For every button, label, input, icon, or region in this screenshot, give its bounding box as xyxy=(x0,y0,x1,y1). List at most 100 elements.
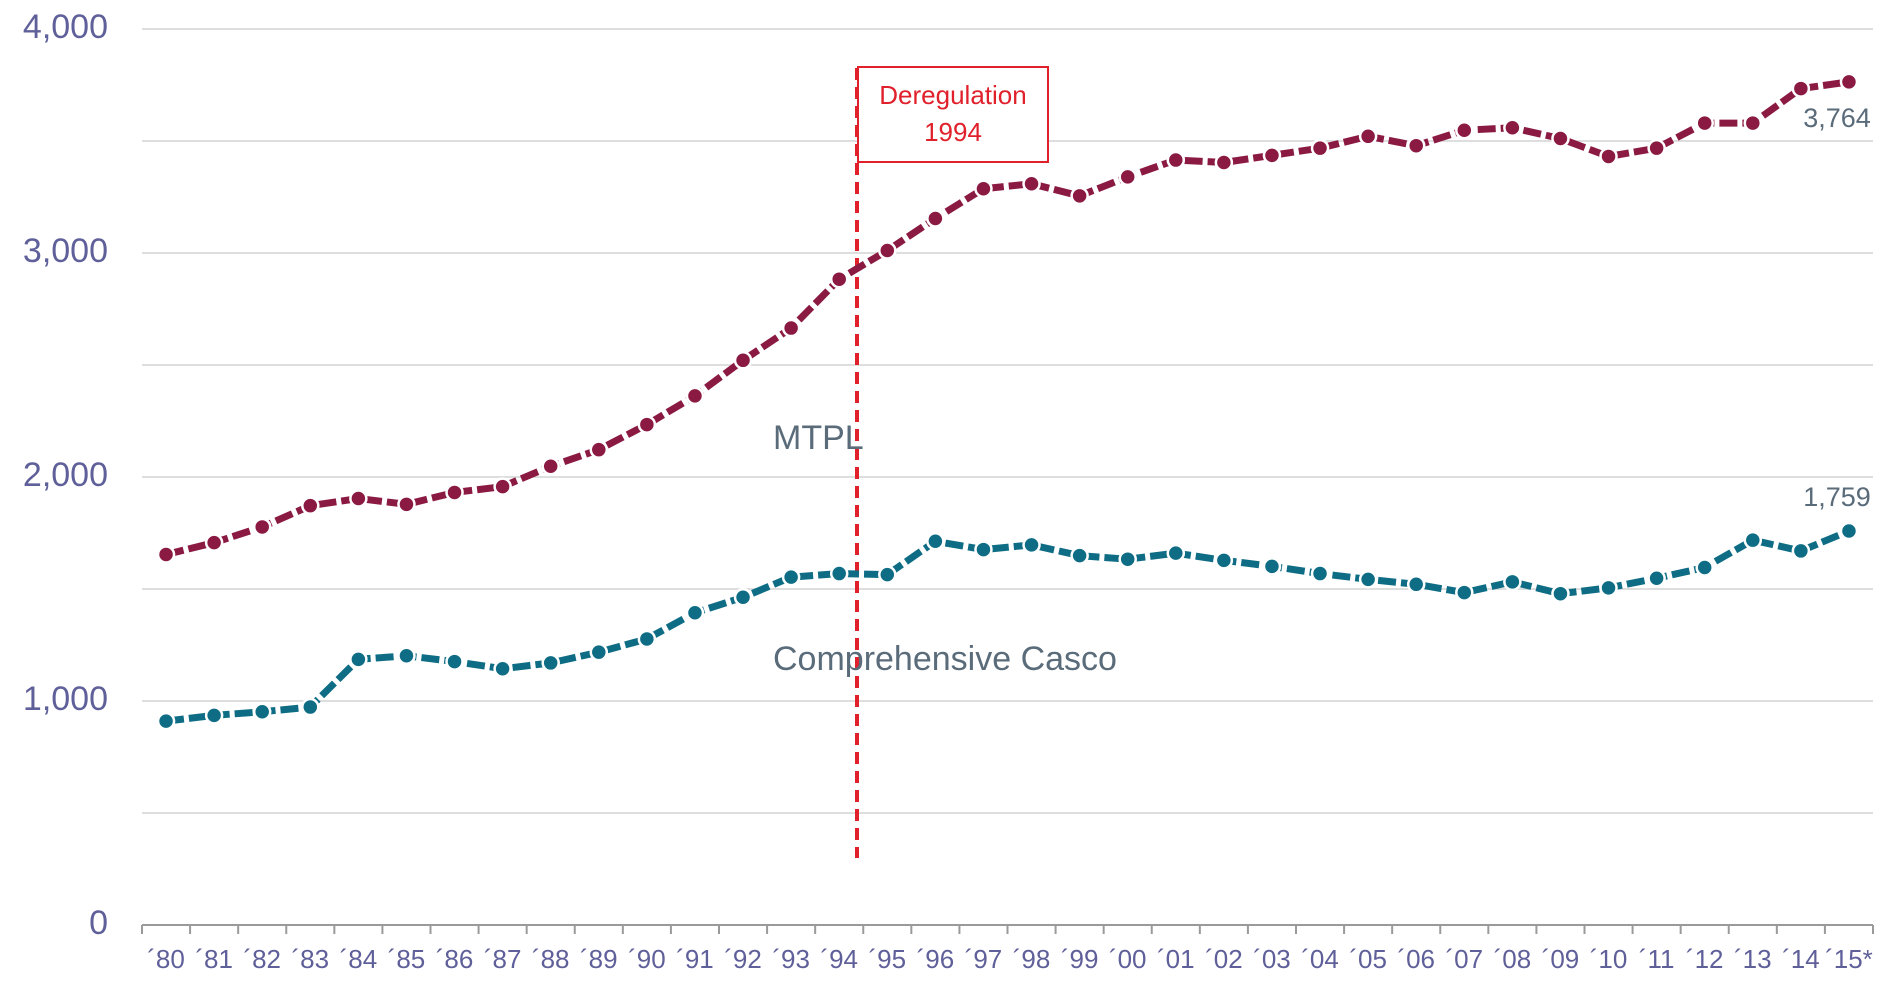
data-point xyxy=(1310,138,1330,158)
data-point xyxy=(1743,530,1763,550)
x-tick-label: ´86 xyxy=(436,944,474,974)
grid xyxy=(141,28,1874,934)
x-tick-label: ´04 xyxy=(1301,944,1339,974)
data-point xyxy=(349,489,368,508)
x-tick-label: ´00 xyxy=(1109,944,1147,974)
x-tick-label: ´95 xyxy=(869,944,907,974)
data-point xyxy=(589,440,609,459)
y-tick-label: 2,000 xyxy=(23,456,108,494)
data-point xyxy=(878,565,897,584)
annotation-box xyxy=(857,66,1049,163)
data-point xyxy=(1647,138,1666,158)
x-tick-label: ´02 xyxy=(1205,944,1243,974)
data-point xyxy=(1695,113,1714,133)
x-tick-label: ´85 xyxy=(388,944,426,974)
data-point xyxy=(1599,578,1618,598)
data-point xyxy=(1791,79,1811,98)
data-point xyxy=(1503,572,1522,592)
data-point xyxy=(1551,584,1570,603)
data-point xyxy=(637,629,657,649)
x-tick-label: ´90 xyxy=(628,944,666,974)
x-tick-label: ´09 xyxy=(1542,944,1580,974)
x-tick-label: ´07 xyxy=(1446,944,1484,974)
data-point xyxy=(301,496,320,515)
data-point xyxy=(1551,129,1570,148)
data-point xyxy=(926,532,945,551)
data-point xyxy=(252,702,272,722)
x-tick-label: ´11 xyxy=(1639,944,1675,974)
data-point xyxy=(733,588,753,607)
data-point xyxy=(1455,120,1474,140)
data-point xyxy=(397,646,416,666)
x-tick-label: ´10 xyxy=(1590,944,1628,974)
x-tick-label: ´89 xyxy=(580,944,618,974)
x-tick-label: ´14 xyxy=(1782,944,1820,974)
data-point xyxy=(829,269,849,289)
x-tick-label: ´98 xyxy=(1013,944,1051,974)
y-tick-label: 0 xyxy=(89,904,108,942)
data-point xyxy=(541,456,560,476)
data-point xyxy=(1070,546,1089,565)
annotation-text: Deregulation xyxy=(879,80,1026,110)
data-point xyxy=(1791,541,1811,561)
data-point xyxy=(1262,557,1282,576)
data-point xyxy=(1214,153,1234,172)
x-tick-label: ´08 xyxy=(1494,944,1532,974)
x-tick-label: ´15* xyxy=(1825,944,1873,974)
annotation-text: 1994 xyxy=(924,117,982,147)
data-point xyxy=(1070,186,1089,206)
data-point xyxy=(445,652,464,671)
data-point xyxy=(1455,583,1474,602)
data-point xyxy=(926,209,945,228)
data-point xyxy=(1166,150,1186,170)
data-point xyxy=(1406,136,1426,155)
x-tick-label: ´83 xyxy=(292,944,330,974)
x-tick-label: ´91 xyxy=(676,944,714,974)
data-point xyxy=(252,517,272,537)
data-point xyxy=(1599,147,1618,166)
data-point xyxy=(204,706,224,725)
x-tick-label: ´88 xyxy=(532,944,570,974)
data-point xyxy=(1022,174,1041,194)
data-point xyxy=(156,545,176,564)
data-point xyxy=(685,386,705,406)
data-point xyxy=(1743,113,1763,133)
data-point xyxy=(1310,564,1330,583)
data-point xyxy=(445,483,464,502)
series-label: MTPL xyxy=(773,419,864,457)
x-tick-label: ´92 xyxy=(724,944,762,974)
data-point xyxy=(493,659,512,678)
data-point xyxy=(1358,570,1378,589)
y-tick-label: 3,000 xyxy=(23,232,108,270)
data-point xyxy=(541,653,560,673)
data-label: 1,759 xyxy=(1803,482,1871,512)
data-point xyxy=(397,495,416,514)
x-tick-label: ´87 xyxy=(484,944,522,974)
data-point xyxy=(1022,535,1041,555)
data-point xyxy=(1503,118,1522,138)
x-tick-label: ´06 xyxy=(1397,944,1435,974)
x-tick-label: ´97 xyxy=(965,944,1003,974)
x-tick-label: ´93 xyxy=(772,944,810,974)
data-point xyxy=(1262,146,1282,165)
x-tick-label: ´03 xyxy=(1253,944,1291,974)
data-point xyxy=(1406,575,1426,594)
x-tick-label: ´96 xyxy=(917,944,955,974)
x-tick-label: ´84 xyxy=(340,944,378,974)
data-point xyxy=(974,179,993,198)
data-point xyxy=(1166,543,1186,563)
x-tick-label: ´80 xyxy=(147,944,185,974)
data-point xyxy=(637,415,657,434)
data-point xyxy=(685,603,705,622)
series-label: Comprehensive Casco xyxy=(773,640,1117,678)
x-tick-label: ´94 xyxy=(820,944,858,974)
data-point xyxy=(781,567,801,587)
x-tick-label: ´13 xyxy=(1734,944,1772,974)
y-tick-label: 4,000 xyxy=(23,8,108,46)
data-point xyxy=(349,650,368,669)
data-point xyxy=(1839,72,1859,92)
data-point xyxy=(1118,167,1137,187)
data-point xyxy=(781,318,801,338)
